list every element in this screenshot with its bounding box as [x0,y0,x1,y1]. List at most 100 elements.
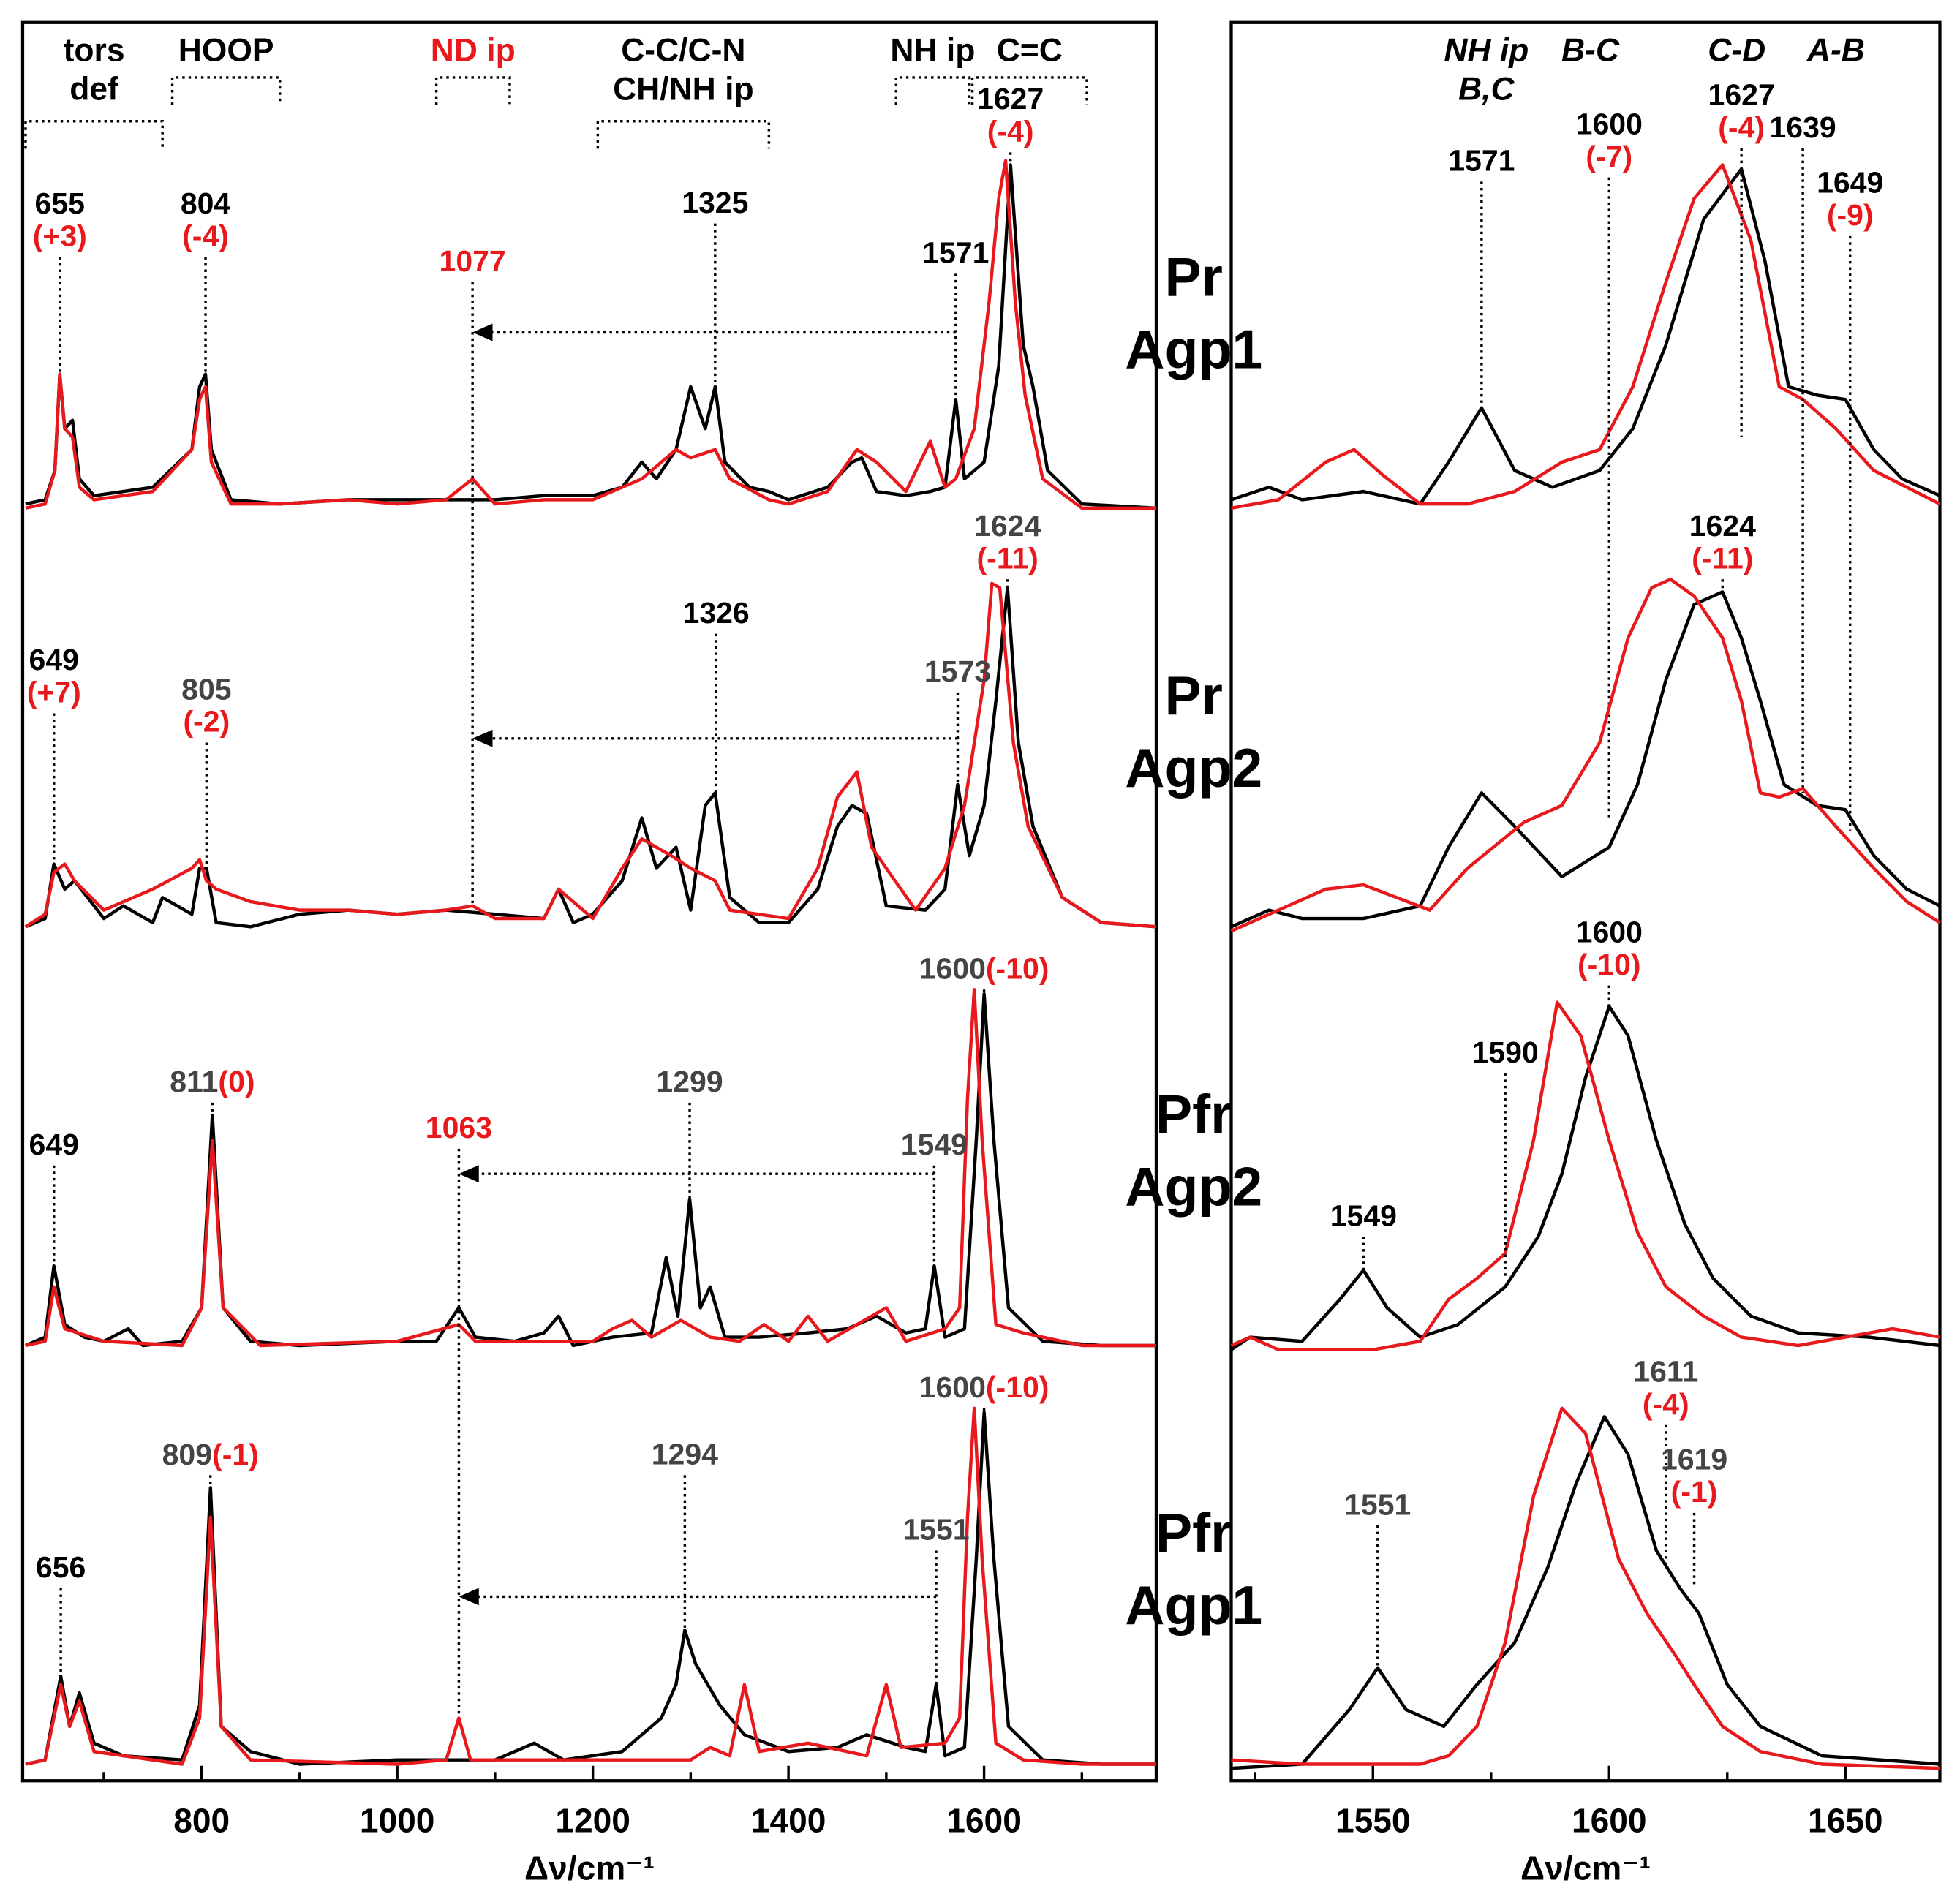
peak-shift: (-10) [1578,948,1641,981]
peak-value: 1600 [1576,915,1643,948]
x-axis-label: Δν/cm⁻¹ [1520,1849,1651,1887]
peak-value: 649 [29,1128,79,1161]
peak-value: 1627 [977,82,1044,116]
peak-value: 1624 [974,509,1041,543]
panel-label: Pfr [1156,1083,1232,1144]
x-tick-label: 1600 [1572,1802,1647,1840]
peak-value: 1549 [901,1128,968,1161]
peak-shift: (+3) [33,219,87,253]
peak-value: 1294 [652,1438,718,1471]
spectrum-line [1230,590,1941,929]
spectrum-line [1231,1406,1940,1770]
plot-frame [1229,20,1942,1783]
peak-shift: (-10) [986,1370,1049,1404]
x-tick-label: 1650 [1808,1802,1883,1840]
peak-value: 1325 [682,186,748,219]
spectrum-line [24,581,1157,929]
peak-value: 1611 [1633,1354,1698,1388]
peak-value: 1639 [1770,110,1836,144]
peak-value: 649 [29,643,79,676]
peak-value: 1551 [1344,1487,1411,1521]
peak-value: 811 [170,1065,218,1098]
peak-shift: (-10) [986,952,1049,986]
band-bracket [24,120,164,149]
peak-shift: (-7) [1586,140,1632,173]
peak-value: 1624 [1689,509,1756,543]
peak-shift: (-1) [1671,1475,1718,1509]
peak-value: 1590 [1472,1035,1539,1069]
peak-value: 1077 [440,244,506,278]
band-bracket [596,120,771,149]
band-label: HOOP [178,33,274,69]
peak-value: 809 [162,1438,212,1471]
spectrum-line [25,988,1156,1348]
peak-shift: (-4) [1718,110,1765,144]
peak-label: 1600(-10) [919,1370,1049,1404]
peak-label: 811(0) [170,1065,255,1098]
peak-value: 1600 [919,1370,986,1404]
peak-shift: (+7) [27,676,81,709]
band-bracket [970,76,1088,105]
spectrum-line [1231,1415,1940,1770]
arrow-head [459,1588,479,1606]
band-label: B,C [1458,71,1515,107]
peak-shift: (-1) [212,1438,259,1471]
peak-value: 1649 [1817,166,1883,200]
peak-shift: (-11) [1692,541,1753,575]
arrow-head [459,1165,479,1183]
spectrum-line [1230,578,1941,933]
band-label: ND ip [431,33,516,69]
band-label: def [69,71,118,107]
panel-label: Agp1 [1125,318,1262,380]
peak-shift: (-2) [183,705,230,739]
band-label: tors [64,33,125,69]
peak-shift: (-11) [977,541,1039,575]
spectrum-line [25,1406,1156,1766]
peak-shift: (-4) [182,219,229,253]
panel-label: Agp2 [1125,1155,1262,1217]
x-axis-label: Δν/cm⁻¹ [524,1849,655,1887]
peak-value: 1619 [1661,1443,1727,1476]
peak-value: 1600 [919,952,986,986]
band-bracket [434,76,511,105]
x-tick-label: 1400 [751,1802,826,1840]
peak-value: 656 [36,1550,86,1584]
peak-value: 655 [35,186,85,220]
peak-value: 1549 [1330,1199,1397,1232]
spectrum-line [1230,1004,1940,1351]
arrow-head [472,729,493,747]
peak-label: 1600(-10) [919,952,1049,986]
band-label: B-C [1561,33,1620,69]
band-label: CH/NH ip [613,71,753,107]
peak-value: 1063 [426,1111,492,1144]
x-tick-label: 1550 [1335,1802,1411,1840]
peak-value: 1551 [902,1513,969,1547]
band-label: NH ip [890,33,975,69]
band-label: C=C [997,33,1063,69]
spectrum-line [25,992,1156,1348]
spectrum-line [25,163,1157,510]
peak-value: 1600 [1576,107,1643,140]
x-tick-label: 1200 [555,1802,630,1840]
band-label: NH ip [1444,33,1529,69]
panel-label: Agp2 [1125,737,1262,799]
peak-value: 805 [181,672,231,706]
panel-label: Pr [1165,665,1223,726]
plot-frame [20,20,1158,1783]
band-label: C-D [1708,33,1765,69]
peak-value: 804 [181,186,231,220]
peak-value: 1299 [656,1065,723,1098]
spectrum-line [25,1411,1156,1766]
panel-label: Pr [1165,246,1223,307]
peak-value: 1573 [924,654,991,688]
panel-label: Agp1 [1125,1574,1262,1636]
band-label: A-B [1806,33,1865,69]
band-bracket [170,76,282,105]
arrow-head [472,323,493,341]
peak-label: 809(-1) [162,1438,259,1471]
peak-value: 1571 [1448,144,1515,178]
peak-value: 1627 [1708,78,1775,111]
band-label: C-C/C-N [621,33,745,69]
